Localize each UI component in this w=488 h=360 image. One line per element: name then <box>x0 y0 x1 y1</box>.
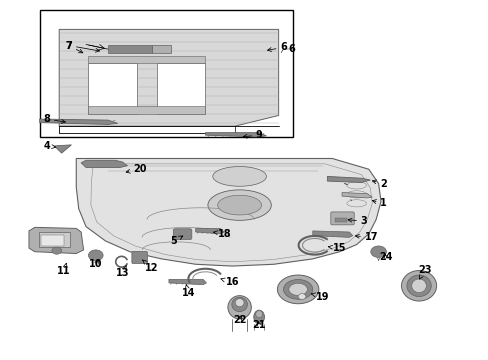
Ellipse shape <box>255 311 262 318</box>
Text: 22: 22 <box>232 315 246 325</box>
Circle shape <box>298 294 305 300</box>
Ellipse shape <box>406 275 430 297</box>
Text: 1: 1 <box>371 198 386 208</box>
Text: 15: 15 <box>328 243 346 253</box>
Ellipse shape <box>212 167 266 186</box>
Text: 5: 5 <box>170 236 183 246</box>
Polygon shape <box>76 158 380 266</box>
FancyBboxPatch shape <box>173 229 191 239</box>
Text: 17: 17 <box>355 232 377 242</box>
Circle shape <box>52 247 61 254</box>
Circle shape <box>370 246 386 257</box>
Polygon shape <box>205 133 266 137</box>
Text: 6: 6 <box>288 44 295 54</box>
Ellipse shape <box>401 271 436 301</box>
Text: 7: 7 <box>65 41 100 52</box>
Polygon shape <box>312 231 352 237</box>
Bar <box>152 45 171 53</box>
Polygon shape <box>341 193 371 198</box>
Text: 23: 23 <box>417 265 431 279</box>
Bar <box>108 45 152 53</box>
Text: 14: 14 <box>182 285 195 298</box>
FancyArrowPatch shape <box>377 258 379 260</box>
Text: 3: 3 <box>347 216 366 226</box>
Ellipse shape <box>207 190 271 220</box>
Text: 11: 11 <box>57 263 71 276</box>
Circle shape <box>88 250 103 261</box>
Bar <box>39 232 70 247</box>
Polygon shape <box>29 227 83 253</box>
Text: 8: 8 <box>43 114 65 124</box>
Bar <box>88 107 205 114</box>
Ellipse shape <box>217 195 261 215</box>
Ellipse shape <box>411 279 426 293</box>
Text: 24: 24 <box>378 252 392 262</box>
Polygon shape <box>168 279 206 285</box>
Polygon shape <box>195 228 224 234</box>
Bar <box>334 219 346 222</box>
Text: 20: 20 <box>126 164 146 174</box>
Text: 21: 21 <box>252 320 265 330</box>
Text: 9: 9 <box>243 130 262 140</box>
Text: 19: 19 <box>311 292 328 302</box>
Ellipse shape <box>231 297 247 312</box>
Polygon shape <box>54 145 71 153</box>
Polygon shape <box>40 119 118 125</box>
Ellipse shape <box>253 310 264 324</box>
Text: 13: 13 <box>116 265 129 278</box>
Ellipse shape <box>283 279 312 299</box>
Bar <box>88 63 137 114</box>
Ellipse shape <box>227 296 251 319</box>
Text: 10: 10 <box>89 259 102 269</box>
Polygon shape <box>59 30 278 126</box>
Text: 2: 2 <box>371 179 386 189</box>
Ellipse shape <box>235 299 244 307</box>
Ellipse shape <box>288 283 307 296</box>
Text: 6: 6 <box>267 42 286 52</box>
Bar <box>41 234 64 246</box>
Polygon shape <box>81 160 127 167</box>
FancyBboxPatch shape <box>132 251 147 264</box>
Text: 12: 12 <box>142 260 158 273</box>
Ellipse shape <box>277 275 318 304</box>
Bar <box>157 63 205 114</box>
Bar <box>40 10 293 137</box>
Text: 7: 7 <box>65 41 82 53</box>
Text: 4: 4 <box>43 141 56 151</box>
Text: 16: 16 <box>221 277 239 287</box>
Text: 18: 18 <box>213 229 231 239</box>
Polygon shape <box>327 176 369 183</box>
Bar <box>88 56 205 63</box>
FancyBboxPatch shape <box>330 212 353 225</box>
